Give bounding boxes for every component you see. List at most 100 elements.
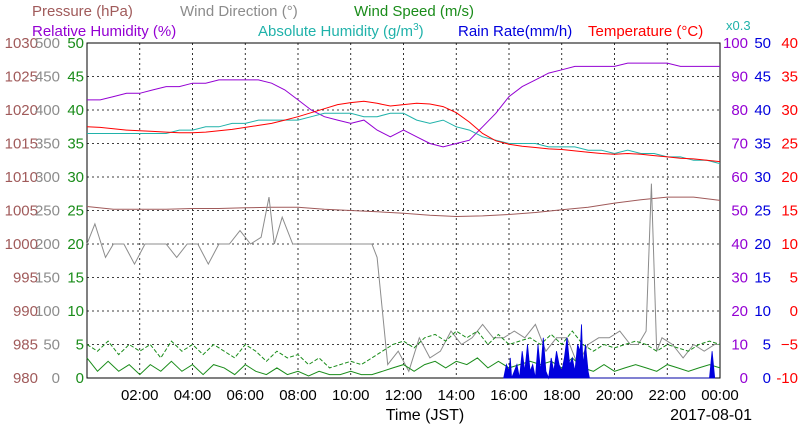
y-tick-label-temperature: −5 <box>781 337 798 354</box>
y-tick-label-wind_speed: 5 <box>76 337 84 354</box>
legend-item: Rain Rate(mm/h) <box>458 23 572 40</box>
y-tick-label-relative_humidity: 50 <box>731 203 748 220</box>
series-absolute-humidity <box>87 112 721 165</box>
x-tick-label: 10:00 <box>332 387 370 404</box>
y-tick-label-wind_direction: 300 <box>35 169 60 186</box>
y-tick-label-pressure: 1020 <box>5 102 38 119</box>
y-tick-label-rain_rate: 30 <box>754 169 771 186</box>
y-tick-label-temperature: 40 <box>781 35 798 52</box>
date-label: 2017-08-01 <box>670 407 752 424</box>
legend-item: Pressure (hPa) <box>32 3 133 20</box>
y-tick-label-pressure: 985 <box>13 337 38 354</box>
x-axis: 02:00 04:00 06:00 08:00 10:00 12:00 14:00 16:00… <box>121 387 739 404</box>
y-tick-label-relative_humidity: 40 <box>731 236 748 253</box>
x-tick-label: 04:00 <box>174 387 212 404</box>
y-tick-label-wind_speed: 0 <box>76 370 84 387</box>
series-temperature-c <box>86 100 721 163</box>
x-tick-label: 22:00 <box>648 387 686 404</box>
y-tick-label-wind_direction: 350 <box>35 136 60 153</box>
y-tick-label-relative_humidity: 100 <box>723 35 748 52</box>
y-tick-label-rain_rate: 5 <box>763 337 771 354</box>
y-tick-label-rain_rate: 0 <box>763 370 771 387</box>
y-tick-label-relative_humidity: 10 <box>731 337 748 354</box>
x-tick-label: 16:00 <box>490 387 528 404</box>
y-tick-label-wind_direction: 250 <box>35 203 60 220</box>
legend-item: Relative Humidity (%) <box>32 23 176 40</box>
y-tick-label-rain_rate: 25 <box>754 203 771 220</box>
y-tick-label-temperature: 15 <box>781 203 798 220</box>
y-tick-label-pressure: 1015 <box>5 136 38 153</box>
y-tick-label-wind_speed: 50 <box>67 35 84 52</box>
y-tick-label-wind_direction: 500 <box>35 35 60 52</box>
y-tick-label-relative_humidity: 0 <box>740 370 748 387</box>
series-rain-rate <box>503 324 716 380</box>
y-tick-label-rain_rate: 50 <box>754 35 771 52</box>
series-layer <box>86 62 721 380</box>
y-tick-label-temperature: 0 <box>790 303 798 320</box>
y-tick-label-temperature: 35 <box>781 69 798 86</box>
x-tick-label: 02:00 <box>121 387 159 404</box>
x-tick-label: 20:00 <box>596 387 634 404</box>
legend-item: Wind Direction (°) <box>180 3 298 20</box>
y-tick-label-rain_rate: 45 <box>754 69 771 86</box>
y-tick-label-wind_direction: 400 <box>35 102 60 119</box>
y-tick-label-relative_humidity: 90 <box>731 69 748 86</box>
x-tick-label: 06:00 <box>226 387 264 404</box>
y-tick-label-wind_speed: 30 <box>67 169 84 186</box>
y-tick-label-temperature: 20 <box>781 169 798 186</box>
y-tick-label-wind_speed: 15 <box>67 270 84 287</box>
left-axes: 9809859909951000100510101015102010251030… <box>5 35 84 387</box>
y-tick-label-wind_speed: 10 <box>67 303 84 320</box>
y-tick-label-rain_rate: 40 <box>754 102 771 119</box>
right-axes: 0102030405060708090100051015202530354045… <box>723 35 798 387</box>
legend: Pressure (hPa) Wind Direction (°) Wind Spe… <box>32 3 751 40</box>
x-tick-label: 00:00 <box>701 387 739 404</box>
y-tick-label-relative_humidity: 30 <box>731 270 748 287</box>
y-tick-label-pressure: 1000 <box>5 236 38 253</box>
y-tick-label-temperature: 10 <box>781 236 798 253</box>
y-tick-label-rain_rate: 35 <box>754 136 771 153</box>
legend-item: Temperature (°C) <box>588 23 703 40</box>
y-tick-label-wind_direction: 200 <box>35 236 60 253</box>
x-tick-label: 14:00 <box>437 387 475 404</box>
legend-item: Absolute Humidity (g/m3) <box>258 22 424 40</box>
series-pressure-hpa <box>86 196 721 218</box>
y-tick-label-wind_direction: 450 <box>35 69 60 86</box>
y-tick-label-wind_direction: 100 <box>35 303 60 320</box>
scale-note: x0.3 <box>726 18 751 33</box>
y-tick-label-rain_rate: 10 <box>754 303 771 320</box>
series-relative-humidity <box>87 62 720 148</box>
y-tick-label-wind_direction: 50 <box>43 337 60 354</box>
y-tick-label-rain_rate: 20 <box>754 236 771 253</box>
x-tick-label: 18:00 <box>543 387 581 404</box>
y-tick-label-wind_speed: 45 <box>67 69 84 86</box>
x-tick-label: 08:00 <box>279 387 317 404</box>
y-tick-label-pressure: 990 <box>13 303 38 320</box>
y-tick-label-temperature: 25 <box>781 136 798 153</box>
y-tick-label-wind_direction: 0 <box>52 370 60 387</box>
x-axis-label: Time (JST) <box>386 407 465 424</box>
y-tick-label-wind_speed: 20 <box>67 236 84 253</box>
y-tick-label-pressure: 1030 <box>5 35 38 52</box>
x-tick-label: 12:00 <box>385 387 423 404</box>
y-tick-label-wind_speed: 25 <box>67 203 84 220</box>
y-tick-label-pressure: 1025 <box>5 69 38 86</box>
series-wind-speed-m-s-1 <box>86 357 721 377</box>
y-tick-label-wind_speed: 35 <box>67 136 84 153</box>
y-tick-label-relative_humidity: 60 <box>731 169 748 186</box>
y-tick-label-pressure: 995 <box>13 270 38 287</box>
y-tick-label-pressure: 980 <box>13 370 38 387</box>
grid <box>87 43 720 378</box>
y-tick-label-wind_speed: 40 <box>67 102 84 119</box>
y-tick-label-pressure: 1005 <box>5 203 38 220</box>
y-tick-label-temperature: -10 <box>776 370 798 387</box>
y-tick-label-relative_humidity: 70 <box>731 136 748 153</box>
y-tick-label-temperature: 30 <box>781 102 798 119</box>
y-tick-label-temperature: 5 <box>790 270 798 287</box>
y-tick-label-pressure: 1010 <box>5 169 38 186</box>
series-wind-speed-m-s-2 <box>86 330 721 369</box>
series-wind-direction <box>86 183 720 373</box>
legend-item: Wind Speed (m/s) <box>354 3 474 20</box>
y-tick-label-relative_humidity: 80 <box>731 102 748 119</box>
